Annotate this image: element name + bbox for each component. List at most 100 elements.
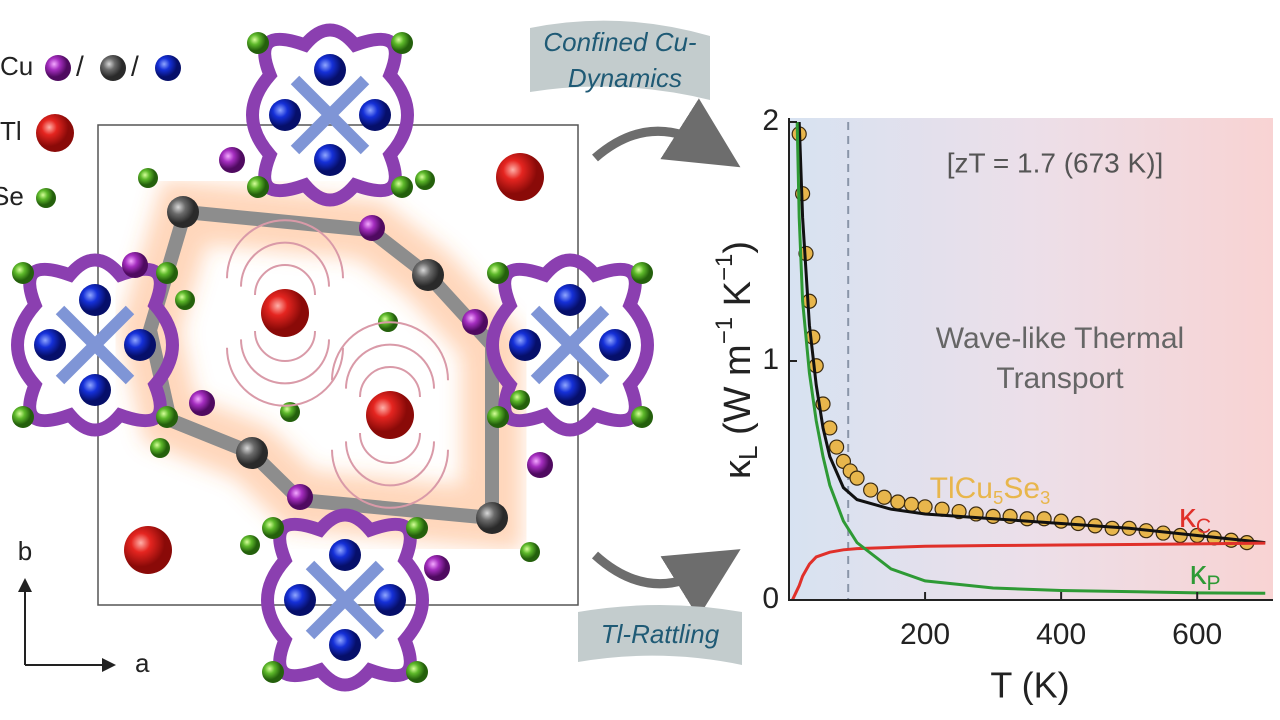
banner bbox=[530, 20, 710, 100]
cu-atom bbox=[269, 99, 301, 131]
cu-atom bbox=[329, 539, 361, 571]
se-atom bbox=[487, 262, 509, 284]
arrowheads bbox=[18, 578, 116, 672]
cu-atom bbox=[527, 452, 553, 478]
atom-icon bbox=[155, 55, 181, 81]
arrow-label: Dynamics bbox=[568, 63, 682, 93]
cu-atom bbox=[554, 374, 586, 406]
se-atom bbox=[12, 262, 34, 284]
ripple bbox=[359, 366, 421, 464]
y-label-part: K bbox=[717, 281, 759, 317]
marker bbox=[903, 496, 920, 512]
axis-a: a bbox=[135, 648, 150, 678]
series-label-part: C bbox=[1196, 515, 1211, 538]
tl-atom bbox=[261, 289, 309, 337]
se-atom bbox=[262, 517, 284, 539]
se-atom bbox=[510, 390, 530, 410]
arrows: Confined Cu- Dynamics Tl-Rattling bbox=[530, 20, 742, 665]
atom-icon bbox=[36, 114, 74, 152]
series-label-part: κ bbox=[1189, 554, 1207, 592]
cu-cross bbox=[290, 75, 370, 155]
se-atom bbox=[138, 168, 158, 188]
cu-atom bbox=[167, 196, 199, 228]
crystal-structure: Cu / / Tl Se b a bbox=[0, 23, 654, 692]
cu-atom bbox=[284, 584, 316, 616]
arrow-label: Confined Cu- bbox=[543, 27, 697, 57]
series-label: κP bbox=[1189, 554, 1220, 595]
marker bbox=[876, 489, 892, 505]
x-tick-label: 400 bbox=[1036, 618, 1086, 651]
marker bbox=[890, 494, 906, 510]
marker bbox=[808, 358, 824, 374]
y-tick-label: 0 bbox=[762, 582, 779, 615]
legend-se: Se bbox=[0, 181, 24, 211]
cu-atom bbox=[329, 629, 361, 661]
annotation: Wave-like Thermal bbox=[936, 322, 1184, 355]
series-label-part: Se bbox=[1003, 472, 1040, 505]
se-atom bbox=[12, 406, 34, 428]
y-label-part: −1 bbox=[711, 254, 738, 281]
atom-icon bbox=[36, 188, 56, 208]
cu-atom bbox=[79, 374, 111, 406]
y-tick-label: 2 bbox=[762, 104, 779, 137]
atoms bbox=[11, 23, 654, 692]
arrow bbox=[592, 98, 741, 168]
y-label-part: ) bbox=[717, 241, 759, 254]
series-label-part: κ bbox=[1179, 497, 1197, 535]
series-label-part: 5 bbox=[993, 487, 1003, 508]
se-atom bbox=[406, 661, 428, 683]
y-axis-label: κL (W m−1 K−1) bbox=[711, 241, 763, 479]
line bbox=[797, 121, 1266, 545]
se-atom bbox=[175, 290, 195, 310]
cu-atom bbox=[219, 147, 245, 173]
legend-cu: Cu bbox=[0, 51, 33, 81]
cu-atom bbox=[374, 584, 406, 616]
y-label-part: κ bbox=[717, 459, 759, 479]
axis-b: b bbox=[18, 536, 32, 566]
cu-atom bbox=[599, 329, 631, 361]
cu-atom bbox=[124, 329, 156, 361]
se-atom bbox=[247, 32, 269, 54]
atom-icon bbox=[45, 55, 71, 81]
cu-atom bbox=[287, 484, 313, 510]
series-label: κC bbox=[1179, 497, 1211, 538]
y-label-part: −1 bbox=[711, 317, 738, 344]
cu-ring bbox=[486, 253, 654, 437]
banner bbox=[578, 605, 742, 665]
cu-atom bbox=[359, 99, 391, 131]
se-atom bbox=[240, 535, 260, 555]
series-label-part: P bbox=[1206, 572, 1220, 595]
cu-atom bbox=[359, 215, 385, 241]
marker bbox=[1019, 511, 1035, 527]
se-atom bbox=[156, 262, 178, 284]
series-label-part: 3 bbox=[1040, 487, 1050, 508]
ripple bbox=[331, 321, 449, 509]
axis-line bbox=[788, 118, 1273, 601]
se-atom bbox=[631, 262, 653, 284]
line bbox=[791, 541, 1266, 600]
cu-atom bbox=[189, 390, 215, 416]
marker bbox=[849, 470, 865, 486]
cu-atom bbox=[509, 329, 541, 361]
se-atom bbox=[150, 438, 170, 458]
plot-area bbox=[791, 121, 1266, 600]
legend-sep: / bbox=[131, 50, 139, 81]
cu-atom bbox=[412, 259, 444, 291]
tl-atom bbox=[124, 526, 172, 574]
cu-atom bbox=[314, 54, 346, 86]
se-atom bbox=[280, 402, 300, 422]
se-atom bbox=[631, 406, 653, 428]
x-tick-label: 600 bbox=[1172, 618, 1222, 651]
y-label-part: L bbox=[733, 446, 763, 460]
cu-cross bbox=[55, 305, 135, 385]
axes-arrows bbox=[24, 582, 110, 666]
cu-atom bbox=[554, 284, 586, 316]
se-atom bbox=[156, 406, 178, 428]
annotation: Transport bbox=[996, 362, 1124, 395]
cu-cross bbox=[305, 560, 385, 640]
cu-ring bbox=[261, 508, 429, 692]
marker bbox=[1053, 513, 1069, 529]
marker bbox=[985, 508, 1001, 524]
cu-atom bbox=[34, 329, 66, 361]
